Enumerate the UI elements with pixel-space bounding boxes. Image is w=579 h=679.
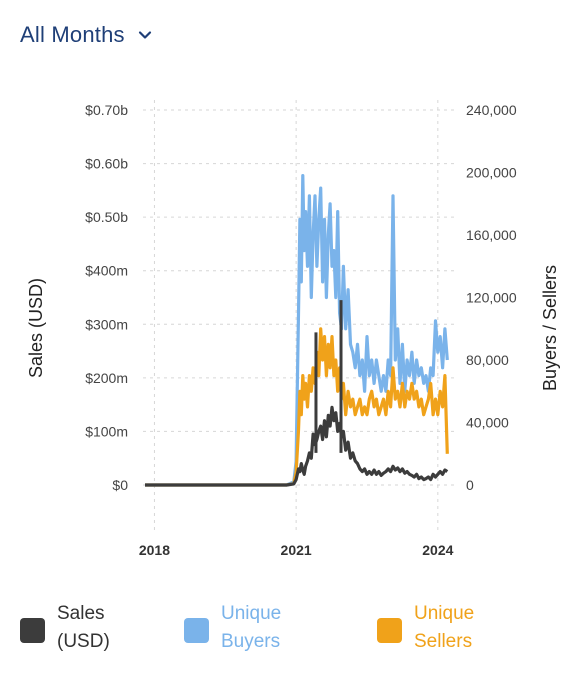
left-tick-label: $0.70b — [85, 102, 128, 118]
x-tick-label: 2021 — [281, 542, 312, 558]
right-tick-label: 40,000 — [466, 415, 509, 431]
month-filter-dropdown[interactable]: All Months — [20, 22, 153, 48]
legend-item-buyers[interactable]: Unique Buyers — [184, 600, 281, 656]
left-axis-ticks: $0 $100m $200m $300m $400m $0.50b $0.60b $0.70b — [85, 102, 128, 493]
right-axis-title: Buyers / Sellers — [540, 265, 560, 391]
series-line-unique-sellers — [145, 327, 449, 487]
right-tick-label: 80,000 — [466, 352, 509, 368]
left-tick-label: $400m — [85, 263, 128, 279]
legend-label-sellers: Unique Sellers — [414, 603, 475, 652]
right-tick-label: 120,000 — [466, 290, 517, 306]
x-tick-label: 2018 — [139, 542, 170, 558]
left-axis-title: Sales (USD) — [26, 278, 46, 378]
series-line-unique-buyers — [145, 174, 449, 487]
legend-swatch-sellers — [377, 618, 402, 643]
series-line-sales-usd — [145, 405, 449, 487]
right-tick-label: 160,000 — [466, 227, 517, 243]
legend-label-sales: Sales (USD) — [57, 603, 110, 652]
right-tick-label: 0 — [466, 477, 474, 493]
month-filter-label: All Months — [20, 22, 125, 47]
legend-item-sales[interactable]: Sales (USD) — [20, 600, 110, 656]
legend-swatch-sales — [20, 618, 45, 643]
left-tick-label: $300m — [85, 316, 128, 332]
legend-swatch-buyers — [184, 618, 209, 643]
legend-label-buyers: Unique Buyers — [221, 603, 282, 652]
left-tick-label: $200m — [85, 370, 128, 386]
left-tick-label: $0.50b — [85, 209, 128, 225]
right-tick-label: 200,000 — [466, 165, 517, 181]
right-tick-label: 240,000 — [466, 102, 517, 118]
series-layer — [145, 174, 449, 487]
left-tick-label: $0.60b — [85, 156, 128, 172]
right-axis-ticks: 0 40,000 80,000 120,000 160,000 200,000 240,00… — [466, 102, 517, 493]
chart-legend: Sales (USD) Unique Buyers Unique Sellers — [0, 600, 579, 670]
left-tick-label: $0 — [112, 477, 128, 493]
chevron-down-icon[interactable] — [137, 27, 153, 43]
left-tick-label: $100m — [85, 423, 128, 439]
sales-buyers-sellers-chart: $0 $100m $200m $300m $400m $0.50b $0.60b $0.70b… — [26, 100, 560, 558]
x-tick-label: 2024 — [422, 542, 453, 558]
x-axis-ticks: 2018 2021 2024 — [139, 542, 454, 558]
legend-item-sellers[interactable]: Unique Sellers — [377, 600, 474, 656]
